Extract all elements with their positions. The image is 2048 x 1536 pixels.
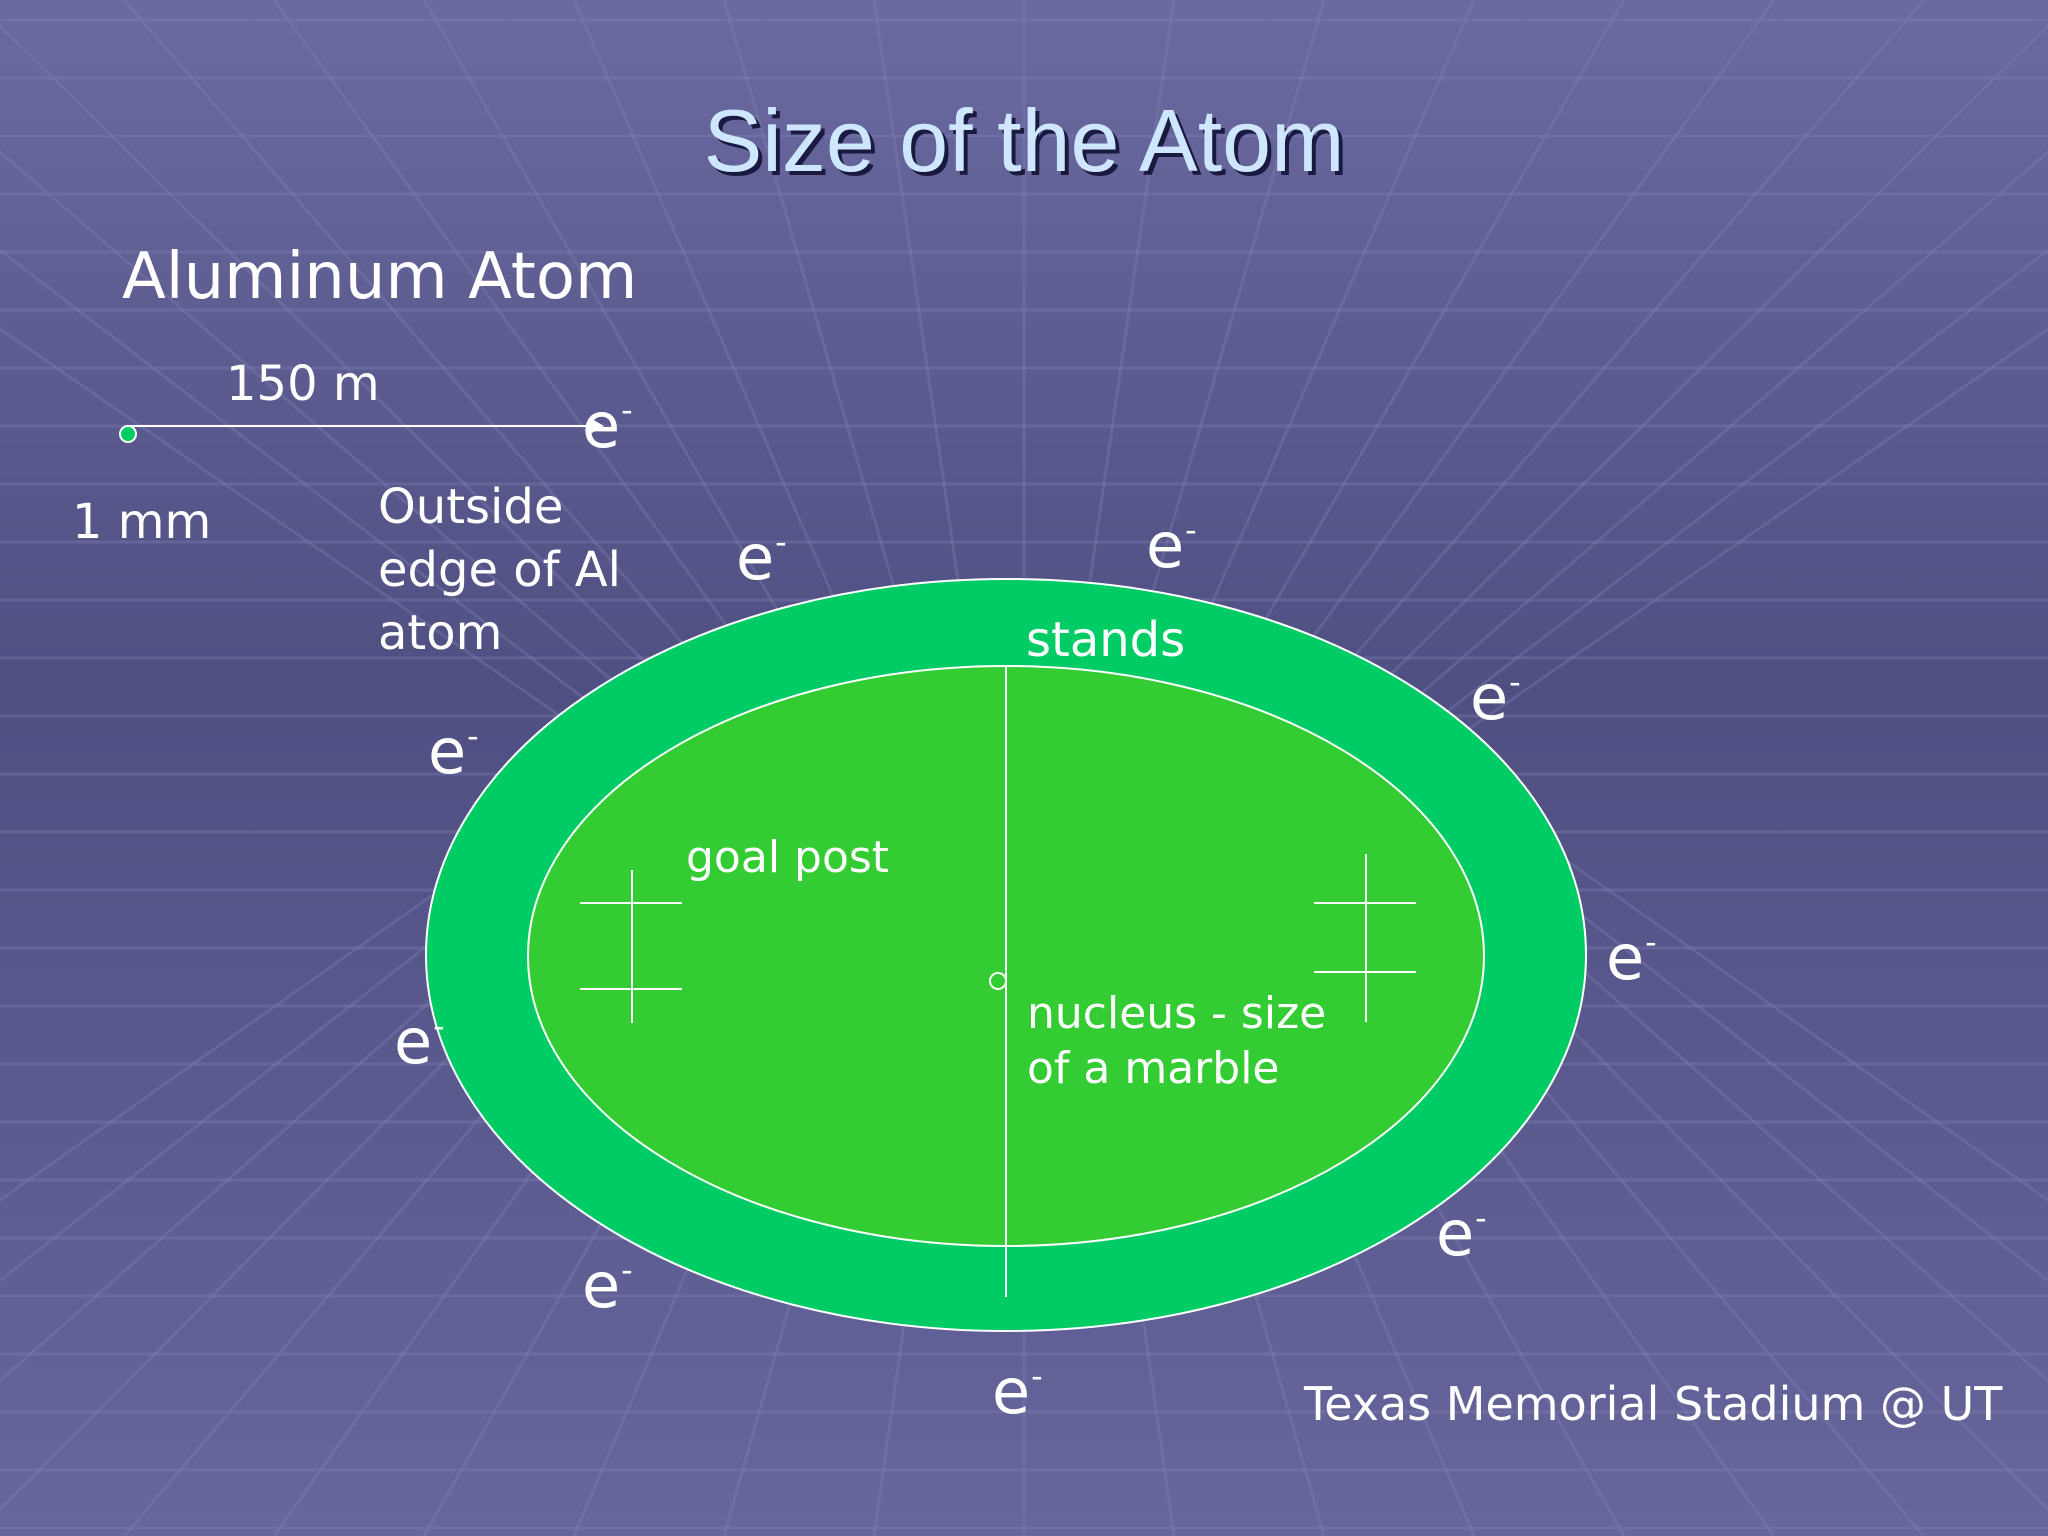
electron-3: e- (1146, 509, 1197, 582)
slide-title: Size of the Atom (703, 91, 1345, 190)
goal-post-left (580, 870, 682, 1023)
stands-label: stands (1026, 612, 1186, 668)
subtitle: Aluminum Atom (122, 240, 638, 314)
nucleus-marble (989, 972, 1007, 990)
goal-post-right (1314, 854, 1416, 1022)
nucleus-label: nucleus - size of a marble (1027, 988, 1327, 1094)
nucleus-scale-label: 1 mm (72, 494, 212, 550)
electron-2: e- (736, 521, 787, 594)
stadium-caption: Texas Memorial Stadium @ UT (1304, 1377, 2003, 1431)
scale-label: 150 m (226, 356, 380, 412)
electron-8: e- (1436, 1197, 1487, 1270)
electron-5: e- (428, 715, 479, 788)
electron-4: e- (1470, 661, 1521, 734)
electron-10: e- (992, 1355, 1043, 1428)
electron-1: e- (582, 389, 633, 462)
scale-nucleus-dot (119, 425, 137, 443)
atom-edge-label: Outside edge of Al atom (378, 479, 621, 661)
electron-7: e- (394, 1005, 445, 1078)
electron-9: e- (582, 1249, 633, 1322)
goal-post-label: goal post (686, 832, 890, 883)
electron-6: e- (1606, 921, 1657, 994)
scale-arrowhead (590, 418, 604, 434)
